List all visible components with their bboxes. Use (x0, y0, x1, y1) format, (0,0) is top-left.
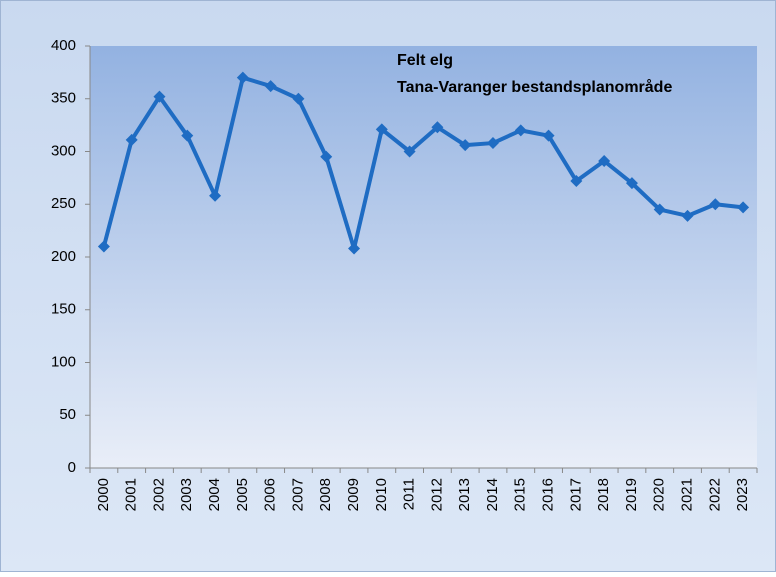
x-tick-label: 2016 (540, 478, 557, 511)
marker (153, 90, 166, 103)
marker (598, 154, 611, 167)
x-tick-label: 2000 (95, 478, 112, 511)
x-tick-label: 2005 (234, 478, 251, 511)
marker (653, 203, 666, 216)
marker (375, 123, 388, 136)
x-tick-label: 2008 (317, 478, 334, 511)
x-tick-label: 2021 (678, 478, 695, 511)
y-tick-label: 100 (51, 353, 76, 370)
marker (625, 177, 638, 190)
marker (709, 198, 722, 211)
y-tick-label: 350 (51, 90, 76, 107)
chart-title: Felt elg (397, 52, 453, 69)
x-tick-label: 2020 (651, 478, 668, 511)
line (101, 75, 744, 251)
x-tick-label: 2013 (456, 478, 473, 511)
marker (348, 242, 361, 255)
x-tick-label: 2022 (706, 478, 723, 511)
y-tick-label: 200 (51, 248, 76, 265)
plot-area (90, 46, 757, 468)
x-tick-label: 2018 (595, 478, 612, 511)
marker (431, 121, 444, 134)
x-tick-label: 2006 (262, 478, 279, 511)
marker (209, 189, 222, 202)
marker (737, 201, 750, 214)
marker (236, 71, 249, 84)
x-tick-label: 2002 (150, 478, 167, 511)
marker (459, 139, 472, 152)
marker (125, 133, 138, 146)
marker (97, 240, 110, 253)
x-tick-label: 2009 (345, 478, 362, 511)
y-tick-label: 250 (51, 195, 76, 212)
x-tick-label: 2023 (734, 478, 751, 511)
marker (681, 209, 694, 222)
marker (570, 175, 583, 188)
marker (403, 145, 416, 158)
x-tick-label: 2015 (512, 478, 529, 511)
x-tick-label: 2004 (206, 478, 223, 511)
marker (486, 137, 499, 150)
x-tick-label: 2007 (289, 478, 306, 511)
marker (320, 150, 333, 163)
y-tick-label: 300 (51, 142, 76, 159)
y-tick-label: 400 (51, 37, 76, 54)
x-tick-label: 2019 (623, 478, 640, 511)
x-tick-label: 2012 (428, 478, 445, 511)
marker (181, 129, 194, 142)
x-tick-label: 2010 (373, 478, 390, 511)
marker (264, 80, 277, 93)
chart-subtitle: Tana-Varanger bestandsplanområde (397, 78, 672, 96)
x-tick-label: 2003 (178, 478, 195, 511)
x-tick-label: 2011 (401, 478, 418, 510)
x-tick-label: 2001 (123, 478, 140, 511)
x-tick-label: 2014 (484, 478, 501, 511)
marker (514, 124, 527, 137)
marker (292, 92, 305, 105)
y-tick-label: 150 (51, 301, 76, 318)
y-tick-label: 0 (68, 459, 76, 476)
x-tick-label: 2017 (567, 478, 584, 511)
marker (542, 129, 555, 142)
y-tick-label: 50 (59, 406, 76, 423)
